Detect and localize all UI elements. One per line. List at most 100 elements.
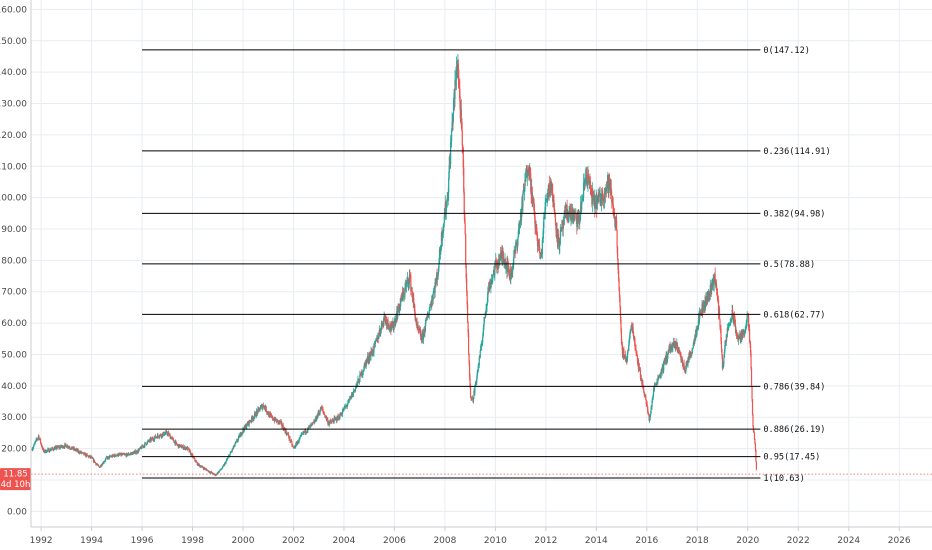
candle-body [441, 232, 443, 241]
candle-body [165, 431, 167, 434]
candle-body [466, 278, 468, 292]
candle-body [424, 331, 426, 334]
candle-body [250, 421, 252, 422]
candle-body [169, 434, 171, 439]
candle-body [430, 306, 432, 308]
candle-body [699, 312, 701, 320]
x-tick-label: 2014 [585, 536, 608, 546]
candle-body [91, 457, 94, 459]
candle-body [200, 466, 202, 468]
candle-body [330, 420, 332, 423]
candle-body [211, 472, 213, 474]
candle-body [51, 448, 53, 450]
candle-body [532, 198, 534, 205]
candle-body [563, 213, 565, 225]
candle-body [710, 285, 712, 289]
candle-body [34, 442, 36, 443]
candle-body [538, 244, 541, 252]
candle-body [256, 410, 258, 412]
candle-body [329, 420, 331, 424]
candle-body [86, 454, 88, 457]
candle-body [108, 456, 111, 459]
candle-body [163, 432, 165, 436]
candle-body [538, 239, 540, 245]
candle-body [653, 384, 656, 390]
candle-body [398, 304, 400, 309]
candle-body [632, 327, 634, 333]
candle-body [480, 346, 482, 351]
y-tick-label: 80.00 [1, 256, 27, 266]
candle-body [730, 320, 732, 323]
candle-body [650, 406, 653, 408]
candle-body [494, 263, 496, 276]
candle-body [745, 326, 747, 330]
candle-body [512, 265, 514, 272]
candle-body [221, 466, 224, 469]
candle-body [322, 408, 324, 412]
candle-body [298, 438, 300, 442]
candle-body [157, 436, 160, 438]
candle-body [452, 100, 455, 114]
candle-body [133, 452, 135, 454]
candle-body [324, 417, 327, 418]
candle-body [484, 316, 486, 318]
candle-body [592, 192, 594, 195]
candle-body [597, 199, 599, 200]
candle-body [237, 438, 239, 441]
candle-body [54, 447, 56, 450]
candle-body [616, 220, 618, 231]
candle-body [245, 426, 247, 429]
candle-body [33, 443, 35, 446]
candle-body [671, 346, 673, 350]
candle-body [61, 446, 63, 448]
candle-body [486, 302, 488, 307]
candle-body [567, 214, 569, 222]
candle-body [753, 433, 756, 439]
candle-body [589, 180, 592, 190]
fib-label-0_95: 0.95(17.45) [763, 453, 820, 463]
candle-body [383, 315, 385, 319]
candle-body [170, 436, 172, 440]
candle-body [663, 361, 665, 371]
candle-body [203, 467, 206, 469]
candle-body [508, 270, 510, 276]
candle-body [689, 353, 691, 358]
candle-body [464, 223, 466, 235]
candle-body [599, 194, 601, 204]
candle-body [208, 471, 211, 473]
candle-body [216, 474, 218, 476]
candle-body [440, 248, 442, 251]
x-tick-label: 1994 [80, 536, 103, 546]
candle-body [164, 433, 166, 436]
last-price-box [0, 468, 31, 491]
candle-body [43, 450, 45, 453]
fib-label-0_236: 0.236(114.91) [763, 147, 830, 157]
candle-body [378, 336, 380, 339]
candle-body [751, 399, 754, 415]
candle-body [651, 399, 654, 401]
candle-body [311, 423, 313, 425]
candle-body [483, 324, 485, 332]
candle-body [103, 461, 106, 462]
candle-body [249, 420, 251, 422]
candle-body [69, 448, 71, 449]
candle-body [332, 420, 334, 422]
candle-body [334, 417, 336, 419]
candle-body [520, 209, 523, 221]
candle-body [105, 457, 107, 459]
candle-body [518, 223, 521, 228]
candle-body [586, 175, 588, 185]
candle-body [373, 344, 375, 353]
candle-body [603, 199, 605, 201]
candle-body [295, 443, 297, 447]
candle-body [633, 337, 636, 343]
fib-label-0_382: 0.382(94.98) [763, 209, 825, 219]
candle-body [426, 315, 428, 319]
candle-body [218, 471, 220, 473]
candle-body [502, 252, 504, 257]
candle-body [393, 326, 395, 330]
candle-body [539, 251, 541, 259]
candle-body [117, 455, 119, 457]
candle-body [164, 433, 166, 435]
candle-body [413, 303, 415, 306]
